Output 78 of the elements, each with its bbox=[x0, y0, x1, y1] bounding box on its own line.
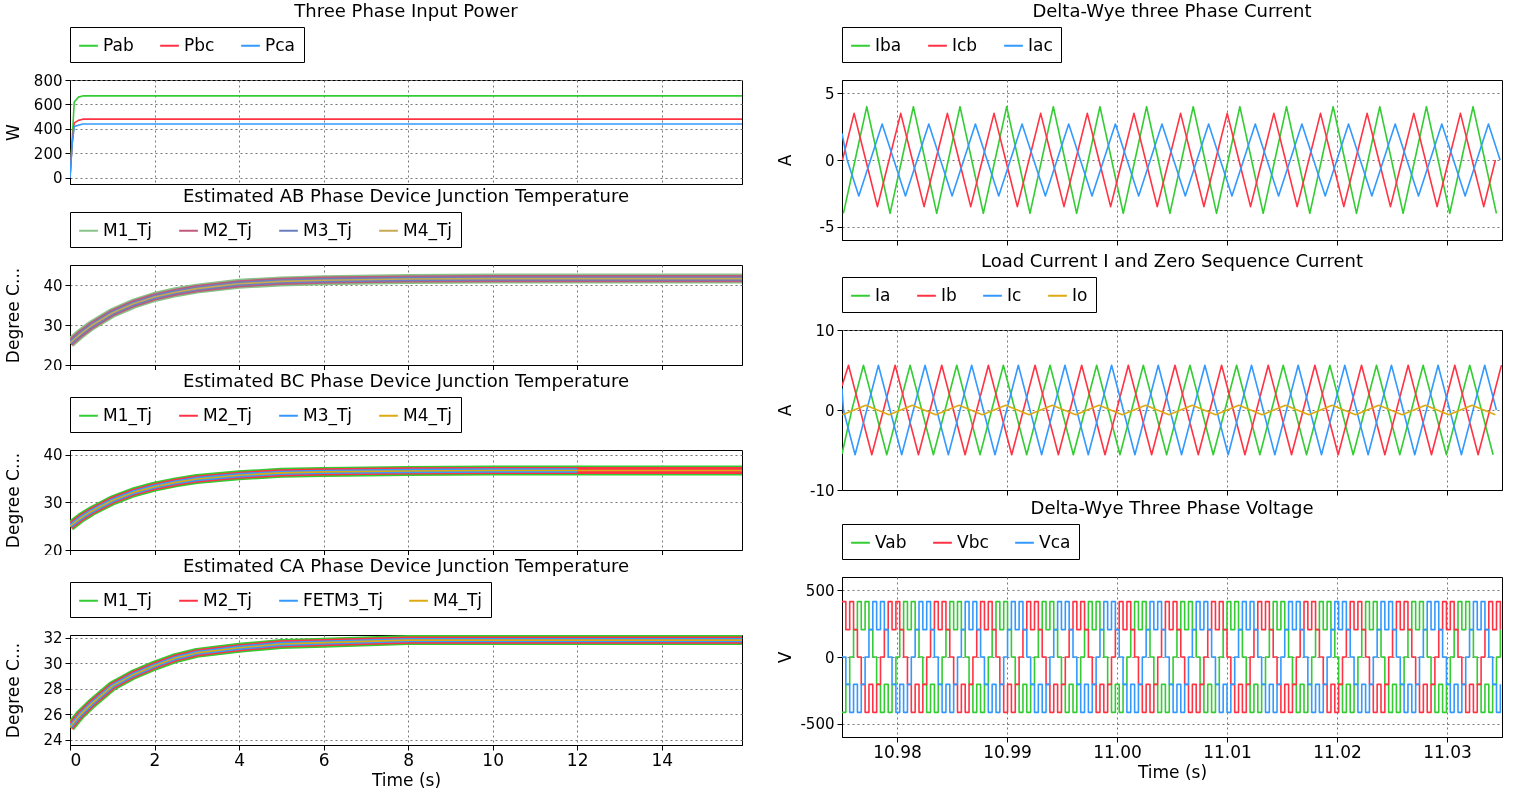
legend-label: M3_Tj bbox=[303, 404, 353, 426]
y-tick-label: 26 bbox=[43, 705, 63, 724]
legend-label: M1_Tj bbox=[103, 404, 153, 426]
x-tick-label: 2 bbox=[149, 749, 161, 770]
legend-label: FETM3_Tj bbox=[303, 589, 383, 611]
legend-label: Ib bbox=[941, 284, 957, 305]
x-axis-title: Time (s) bbox=[370, 769, 442, 790]
y-tick-label: 600 bbox=[33, 95, 63, 114]
legend-label: Io bbox=[1072, 284, 1088, 305]
y-tick-label: 0 bbox=[824, 648, 835, 667]
y-tick-label: 32 bbox=[43, 629, 63, 648]
x-tick-label: 4 bbox=[234, 749, 245, 770]
legend-label: Icb bbox=[952, 34, 978, 55]
chart-title: Estimated BC Phase Device Junction Temperature bbox=[183, 369, 629, 391]
y-tick-label: 10 bbox=[815, 321, 835, 340]
y-tick-label: 40 bbox=[43, 446, 63, 465]
y-axis-title: A bbox=[774, 404, 795, 417]
y-axis-title: A bbox=[774, 154, 795, 167]
y-tick-label: 30 bbox=[43, 654, 63, 673]
x-tick-label: 10.99 bbox=[983, 741, 1032, 762]
y-tick-label: -5 bbox=[819, 218, 835, 237]
legend-label: Iac bbox=[1028, 34, 1053, 55]
chart-title: Estimated AB Phase Device Junction Temperature bbox=[182, 184, 630, 206]
y-tick-label: 5 bbox=[824, 84, 835, 103]
y-tick-label: 30 bbox=[43, 316, 63, 335]
y-tick-label: -500 bbox=[800, 715, 835, 734]
y-tick-label: 40 bbox=[43, 276, 63, 295]
x-tick-label: 11.01 bbox=[1203, 741, 1252, 762]
y-tick-label: 24 bbox=[43, 731, 63, 750]
legend-label: Pbc bbox=[184, 34, 215, 55]
legend-label: Ic bbox=[1007, 284, 1022, 305]
y-axis-title: Degree C... bbox=[2, 642, 23, 739]
legend-label: M3_Tj bbox=[303, 219, 353, 241]
chart-title: Delta-Wye three Phase Current bbox=[1032, 0, 1312, 21]
legend-label: M2_Tj bbox=[203, 404, 253, 426]
x-tick-label: 14 bbox=[651, 749, 674, 770]
legend-label: Vbc bbox=[957, 531, 989, 552]
x-tick-label: 8 bbox=[403, 749, 415, 770]
legend-label: Vab bbox=[875, 531, 907, 552]
chart-title: Load Current I and Zero Sequence Current bbox=[980, 249, 1364, 271]
y-tick-label: 200 bbox=[33, 144, 63, 163]
legend-label: M4_Tj bbox=[403, 219, 453, 241]
legend-label: M4_Tj bbox=[433, 589, 483, 611]
x-tick-label: 11.02 bbox=[1313, 741, 1362, 762]
legend-label: M2_Tj bbox=[203, 219, 253, 241]
x-tick-label: 12 bbox=[566, 749, 589, 770]
y-tick-label: 30 bbox=[43, 493, 63, 512]
y-tick-label: 400 bbox=[33, 120, 63, 139]
y-tick-label: 0 bbox=[824, 401, 835, 420]
x-axis-title: Time (s) bbox=[1136, 761, 1208, 782]
legend-label: M4_Tj bbox=[403, 404, 453, 426]
legend-label: Vca bbox=[1039, 531, 1071, 552]
x-tick-label: 11.00 bbox=[1093, 741, 1142, 762]
legend-label: Pca bbox=[265, 34, 296, 55]
x-tick-label: 10.98 bbox=[873, 741, 922, 762]
y-axis-title: Degree C... bbox=[2, 452, 23, 549]
chart-title: Three Phase Input Power bbox=[293, 0, 519, 21]
y-tick-label: 800 bbox=[33, 71, 63, 90]
x-tick-label: 11.03 bbox=[1423, 741, 1472, 762]
legend-label: M1_Tj bbox=[103, 219, 153, 241]
x-tick-label: 0 bbox=[70, 749, 82, 770]
y-tick-label: 0 bbox=[52, 169, 63, 188]
chart-title: Delta-Wye Three Phase Voltage bbox=[1030, 496, 1314, 518]
x-tick-label: 10 bbox=[482, 749, 504, 770]
legend-label: M1_Tj bbox=[103, 589, 153, 611]
y-tick-label: 28 bbox=[43, 680, 63, 699]
y-axis-title: W bbox=[2, 123, 23, 141]
y-axis-title: Degree C... bbox=[2, 267, 23, 364]
x-tick-label: 6 bbox=[318, 749, 330, 770]
chart-title: Estimated CA Phase Device Junction Temperature bbox=[182, 554, 630, 576]
y-tick-label: -10 bbox=[810, 481, 835, 500]
legend-label: Ia bbox=[875, 284, 891, 305]
legend-label: Iba bbox=[875, 34, 902, 55]
y-tick-label: 500 bbox=[805, 581, 835, 600]
legend-label: M2_Tj bbox=[203, 589, 253, 611]
y-axis-title: V bbox=[774, 651, 795, 664]
y-tick-label: 0 bbox=[824, 151, 835, 170]
legend-label: Pab bbox=[103, 34, 134, 55]
